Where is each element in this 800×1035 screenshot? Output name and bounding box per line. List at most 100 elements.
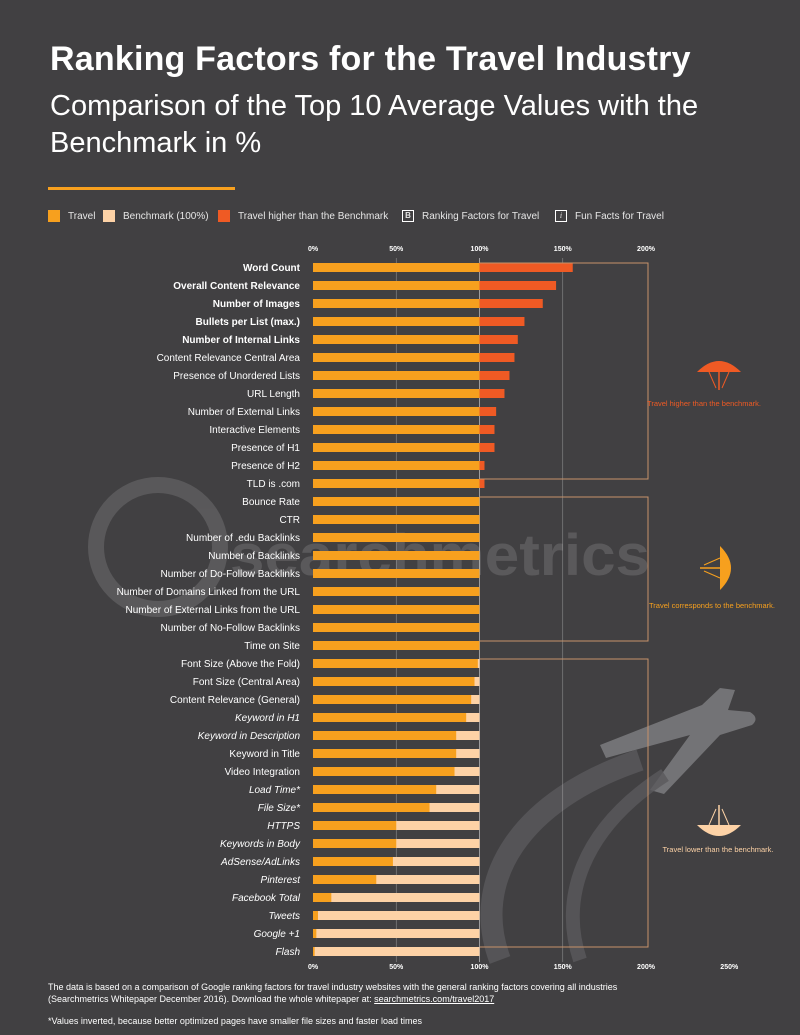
category-label: TLD is .com	[247, 479, 300, 490]
travel-bar	[313, 659, 478, 668]
category-label: Interactive Elements	[209, 425, 300, 436]
benchmark-bar	[313, 893, 480, 902]
travel-higher-bar	[479, 389, 505, 398]
category-label: Presence of H2	[231, 461, 300, 472]
bottom-tick-label: 50%	[389, 964, 404, 971]
top-tick-label: 50%	[389, 246, 404, 253]
travel-bar	[313, 479, 480, 488]
legend-swatch-higher	[218, 210, 230, 222]
bottom-tick-label: 100%	[471, 964, 490, 971]
category-label: Presence of Unordered Lists	[173, 371, 300, 382]
travel-bar	[313, 767, 455, 776]
legend-label-ranking: Ranking Factors for Travel	[422, 210, 540, 222]
watermark-logo-icon	[88, 477, 228, 617]
category-label: AdSense/AdLinks	[220, 857, 300, 868]
contrail-graphic	[480, 749, 669, 964]
chart-subtitle: Comparison of the Top 10 Average Values …	[50, 90, 699, 159]
bracket-corresponds	[480, 496, 649, 642]
travel-higher-bar	[479, 461, 485, 470]
travel-bar	[313, 461, 480, 470]
legend-label-fun: Fun Facts for Travel	[575, 210, 664, 222]
travel-higher-bar	[479, 281, 557, 290]
legend-item-higher: Travel higher than the Benchmark	[218, 209, 388, 223]
travel-higher-bar	[479, 371, 510, 380]
benchmark-bar	[313, 929, 480, 938]
travel-bar	[313, 875, 377, 884]
category-label: Video Integration	[225, 767, 300, 778]
category-label: Keyword in Title	[229, 749, 300, 760]
travel-bar	[313, 371, 480, 380]
category-label: Number of Backlinks	[208, 551, 300, 562]
travel-bar	[313, 677, 475, 686]
footnote-source: The data is based on a comparison of Goo…	[48, 981, 768, 1005]
category-label: Flash	[276, 947, 301, 958]
category-label: Font Size (Above the Fold)	[181, 659, 300, 670]
legend-swatch-benchmark	[103, 210, 115, 222]
category-label: URL Length	[247, 389, 300, 400]
umbrella-up-icon	[697, 361, 741, 390]
travel-bar	[313, 335, 480, 344]
travel-bar	[313, 533, 480, 542]
travel-bar	[313, 749, 457, 758]
top-tick-label: 200%	[637, 246, 656, 253]
category-label: Number of .edu Backlinks	[186, 533, 300, 544]
benchmark-bar	[313, 911, 480, 920]
travel-higher-bar	[479, 407, 497, 416]
category-label: Word Count	[243, 263, 301, 274]
legend-item-fun: i Fun Facts for Travel	[555, 209, 664, 223]
category-label: Facebook Total	[232, 893, 301, 904]
travel-bar	[313, 785, 437, 794]
whitepaper-link[interactable]: searchmetrics.com/travel2017	[374, 994, 495, 1004]
category-label: Number of No-Follow Backlinks	[161, 623, 301, 634]
category-label: Content Relevance Central Area	[157, 353, 301, 364]
travel-higher-bar	[479, 299, 543, 308]
category-label: Content Relevance (General)	[170, 695, 300, 706]
title-underline	[48, 187, 235, 190]
travel-bar	[313, 947, 315, 956]
category-label: Number of Do-Follow Backlinks	[161, 569, 301, 580]
chart-title: Ranking Factors for the Travel Industry	[50, 40, 691, 78]
category-label: Font Size (Central Area)	[193, 677, 300, 688]
footnote-asterisk: *Values inverted, because better optimiz…	[48, 1016, 423, 1026]
category-label: Keywords in Body	[220, 839, 301, 850]
category-label: Google +1	[254, 929, 300, 940]
axis-ticks: 0% 50% 100% 150% 200% 0% 50% 100% 150% 200% 250%	[308, 246, 739, 971]
travel-bar	[313, 443, 480, 452]
category-label: Load Time*	[249, 785, 301, 796]
travel-bar	[313, 695, 472, 704]
category-label: Keyword in Description	[198, 731, 301, 742]
bottom-tick-label: 250%	[720, 964, 739, 971]
travel-bar	[313, 911, 318, 920]
umbrella-down-icon	[697, 805, 741, 836]
travel-bar	[313, 407, 480, 416]
bottom-tick-label: 0%	[308, 964, 319, 971]
bracket-lower	[480, 658, 649, 948]
travel-bar	[313, 839, 397, 848]
category-label: File Size*	[258, 803, 301, 814]
legend-item-benchmark: Benchmark (100%)	[103, 209, 209, 223]
annotation-lower: Travel lower than the benchmark.	[662, 845, 773, 854]
travel-bar	[313, 803, 430, 812]
travel-bar	[313, 569, 480, 578]
category-label: Number of Images	[213, 299, 301, 310]
travel-bar	[313, 623, 480, 632]
ranking-factor-box-icon: B	[402, 210, 414, 222]
footnote-line2: (Searchmetrics Whitepaper December 2016)…	[48, 994, 375, 1004]
travel-bar	[313, 821, 397, 830]
legend-item-ranking: B Ranking Factors for Travel	[402, 209, 539, 223]
category-label: CTR	[279, 515, 300, 526]
legend-item-travel: Travel	[48, 209, 95, 223]
category-label: Number of External Links	[188, 407, 300, 418]
legend-label-higher: Travel higher than the Benchmark	[238, 210, 389, 222]
bracket-higher	[480, 262, 649, 480]
category-label: Bounce Rate	[242, 497, 300, 508]
travel-higher-bar	[479, 263, 573, 272]
fun-fact-box-icon: i	[555, 210, 567, 222]
travel-bar	[313, 497, 480, 506]
bottom-tick-label: 150%	[554, 964, 573, 971]
category-labels: Word Count Overall Content Relevance Numbe…	[117, 263, 302, 958]
travel-higher-bar	[479, 353, 515, 362]
category-label: Pinterest	[261, 875, 302, 886]
footnote-line1: The data is based on a comparison of Goo…	[48, 982, 618, 992]
